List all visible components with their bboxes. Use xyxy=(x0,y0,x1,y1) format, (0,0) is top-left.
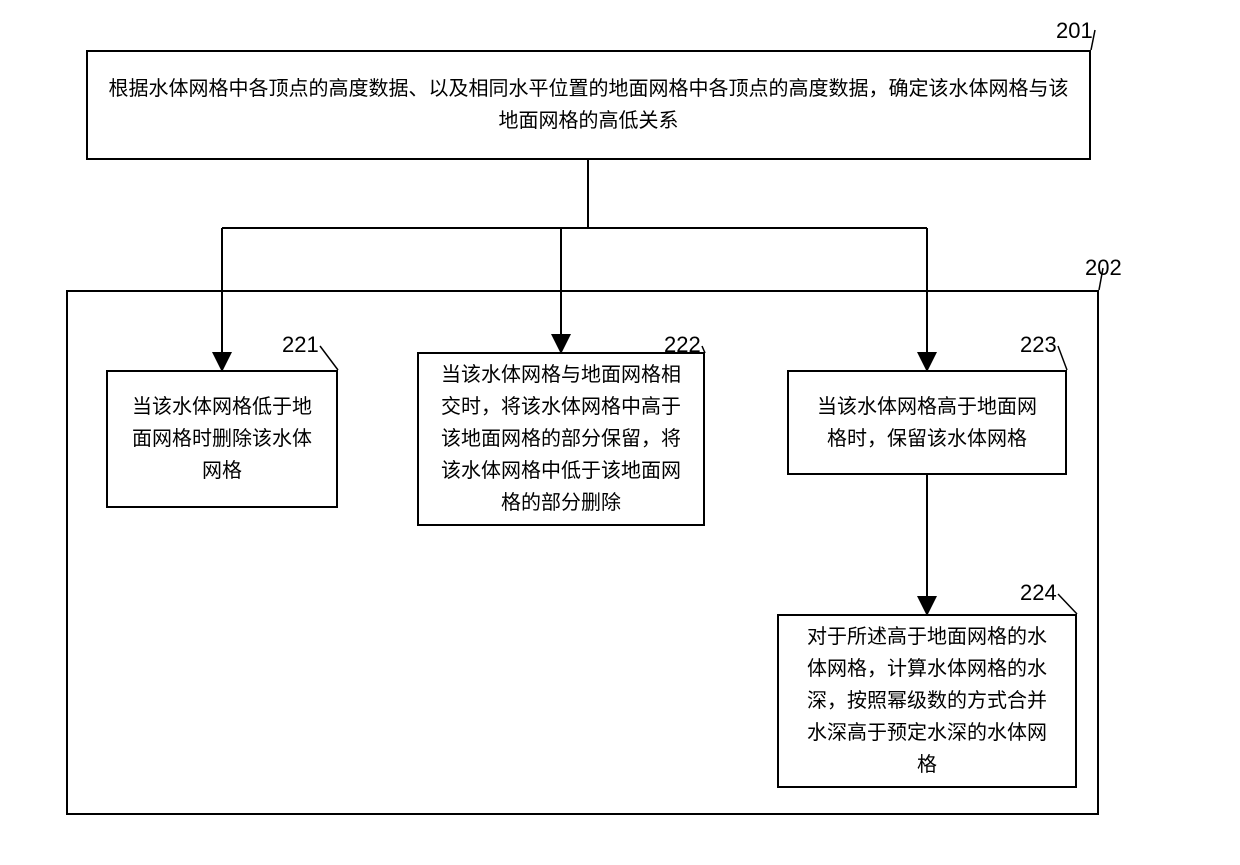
node-222-label: 222 xyxy=(664,332,701,358)
flowchart-node-224: 对于所述高于地面网格的水体网格，计算水体网格的水深，按照幂级数的方式合并水深高于… xyxy=(777,614,1077,788)
node-201-label: 201 xyxy=(1056,18,1093,44)
node-224-label: 224 xyxy=(1020,580,1057,606)
node-221-label: 221 xyxy=(282,332,319,358)
flowchart-node-222: 当该水体网格与地面网格相交时，将该水体网格中高于该地面网格的部分保留，将该水体网… xyxy=(417,352,705,526)
node-221-text: 当该水体网格低于地面网格时删除该水体网格 xyxy=(128,391,316,487)
node-222-text: 当该水体网格与地面网格相交时，将该水体网格中高于该地面网格的部分保留，将该水体网… xyxy=(439,359,683,519)
node-201-text: 根据水体网格中各顶点的高度数据、以及相同水平位置的地面网格中各顶点的高度数据，确… xyxy=(108,73,1069,137)
node-223-label: 223 xyxy=(1020,332,1057,358)
flowchart-node-223: 当该水体网格高于地面网格时，保留该水体网格 xyxy=(787,370,1067,475)
flowchart-node-201: 根据水体网格中各顶点的高度数据、以及相同水平位置的地面网格中各顶点的高度数据，确… xyxy=(86,50,1091,160)
node-223-text: 当该水体网格高于地面网格时，保留该水体网格 xyxy=(809,391,1045,455)
flowchart-node-221: 当该水体网格低于地面网格时删除该水体网格 xyxy=(106,370,338,508)
node-224-text: 对于所述高于地面网格的水体网格，计算水体网格的水深，按照幂级数的方式合并水深高于… xyxy=(799,621,1055,781)
node-202-label: 202 xyxy=(1085,255,1122,281)
